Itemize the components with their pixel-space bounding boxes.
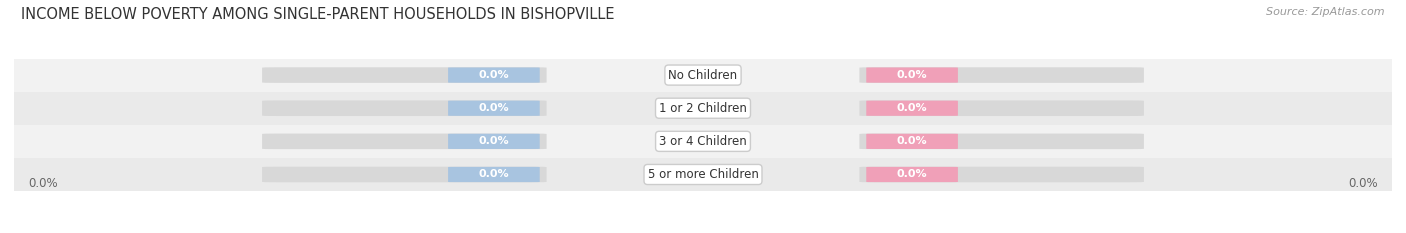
Text: 0.0%: 0.0% [897,103,928,113]
Text: Source: ZipAtlas.com: Source: ZipAtlas.com [1267,7,1385,17]
Text: No Children: No Children [668,69,738,82]
FancyBboxPatch shape [859,67,1144,83]
FancyBboxPatch shape [866,134,957,149]
FancyBboxPatch shape [859,167,1144,182]
Bar [14,125,1392,158]
FancyBboxPatch shape [262,167,547,182]
FancyBboxPatch shape [859,134,1144,149]
FancyBboxPatch shape [449,134,540,149]
FancyBboxPatch shape [866,101,957,116]
Text: 0.0%: 0.0% [897,169,928,179]
FancyBboxPatch shape [449,68,540,83]
FancyBboxPatch shape [262,134,547,149]
FancyBboxPatch shape [262,67,547,83]
Text: 0.0%: 0.0% [478,169,509,179]
Text: 0.0%: 0.0% [1348,177,1378,190]
FancyBboxPatch shape [859,100,1144,116]
Text: INCOME BELOW POVERTY AMONG SINGLE-PARENT HOUSEHOLDS IN BISHOPVILLE: INCOME BELOW POVERTY AMONG SINGLE-PARENT… [21,7,614,22]
Bar [14,92,1392,125]
Text: 0.0%: 0.0% [478,136,509,146]
FancyBboxPatch shape [866,167,957,182]
Text: 0.0%: 0.0% [478,70,509,80]
Text: 1 or 2 Children: 1 or 2 Children [659,102,747,115]
Text: 0.0%: 0.0% [478,103,509,113]
Text: 0.0%: 0.0% [28,177,58,190]
Text: 0.0%: 0.0% [897,136,928,146]
Bar [14,58,1392,92]
Text: 5 or more Children: 5 or more Children [648,168,758,181]
FancyBboxPatch shape [262,100,547,116]
Text: 0.0%: 0.0% [897,70,928,80]
Bar [14,158,1392,191]
FancyBboxPatch shape [449,101,540,116]
FancyBboxPatch shape [866,68,957,83]
FancyBboxPatch shape [449,167,540,182]
Text: 3 or 4 Children: 3 or 4 Children [659,135,747,148]
